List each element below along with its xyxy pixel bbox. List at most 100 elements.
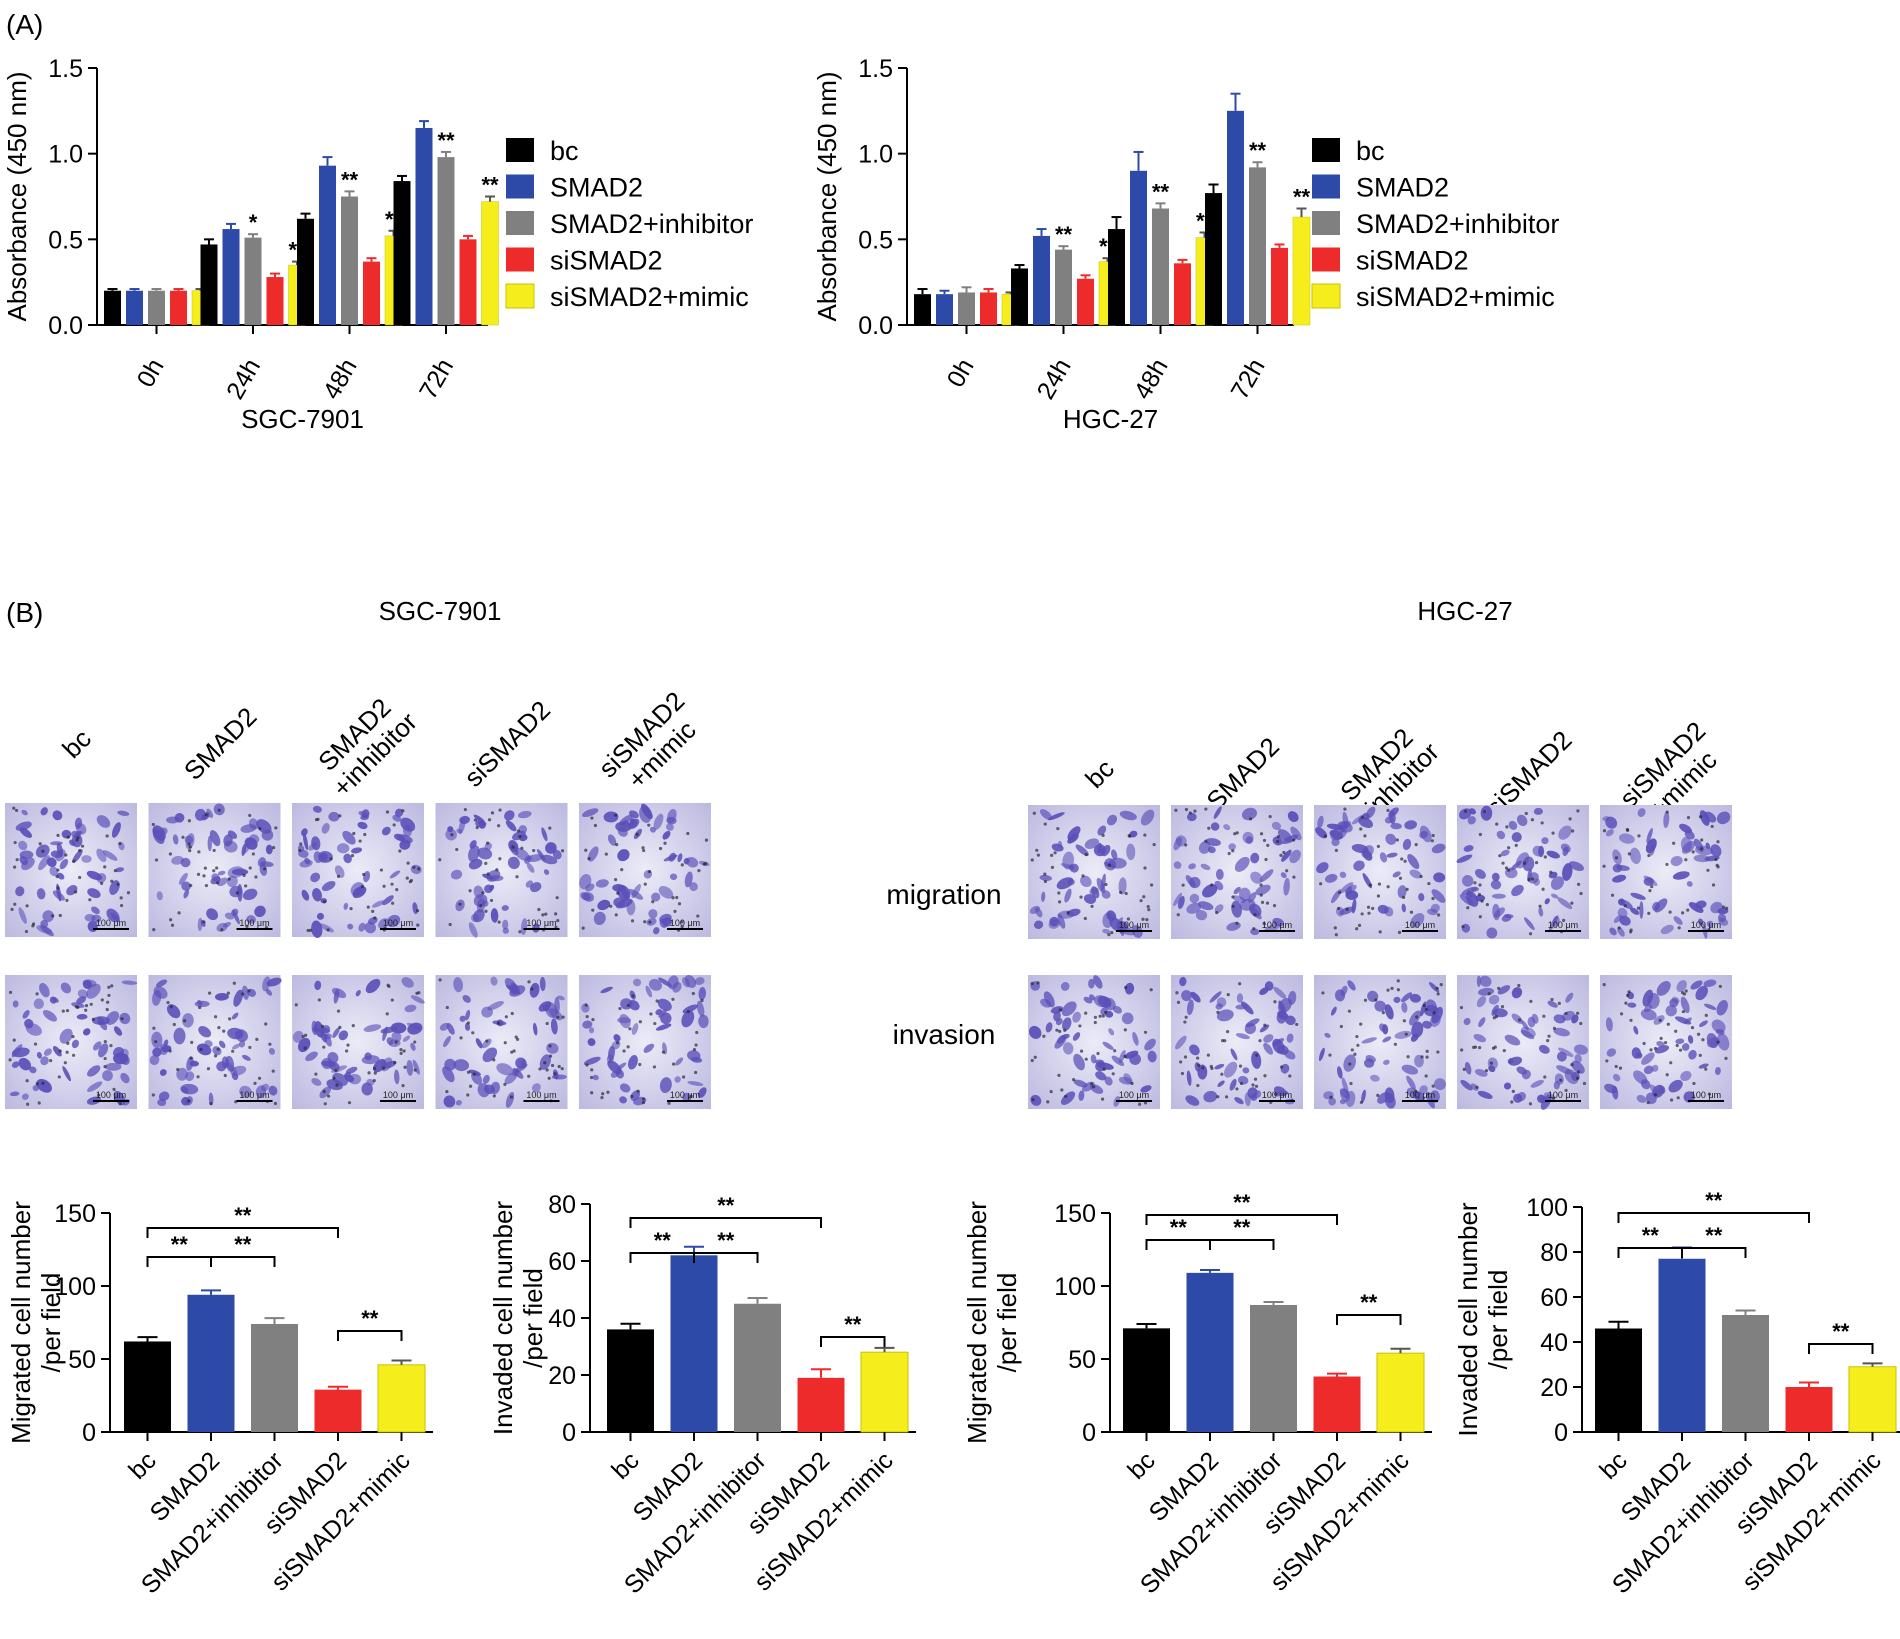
stained-cell [1083, 894, 1097, 904]
pore-dot [601, 1092, 605, 1096]
stained-cell [82, 979, 93, 990]
pore-dot [1378, 930, 1382, 934]
pore-dot [445, 1089, 449, 1094]
pore-dot [1386, 808, 1390, 812]
stained-cell [1492, 1008, 1508, 1018]
pore-dot [1524, 811, 1528, 816]
pore-dot [1478, 1046, 1482, 1050]
stained-cell [1108, 857, 1127, 869]
pore-dot [88, 898, 92, 902]
pore-dot [487, 818, 492, 822]
pore-dot [382, 1066, 386, 1070]
pore-dot [1425, 1055, 1429, 1059]
pore-dot [1188, 811, 1192, 815]
pore-dot [116, 882, 120, 886]
micrograph-invasion-sismad2: 100 μm [1457, 975, 1589, 1110]
pore-dot [1570, 901, 1574, 905]
pore-dot [71, 1034, 75, 1039]
pore-dot [399, 1051, 403, 1055]
stained-cell [1551, 893, 1559, 899]
stained-cell [11, 1044, 23, 1058]
pore-dot [1201, 1066, 1205, 1070]
pore-dot [545, 1068, 549, 1072]
stained-cell [312, 805, 322, 813]
stained-cell [42, 910, 54, 923]
pore-dot [202, 920, 206, 924]
pore-dot [166, 1000, 170, 1005]
stained-cell [391, 1031, 402, 1042]
pore-dot [1704, 1013, 1708, 1017]
stained-cell [1186, 1070, 1192, 1086]
legend-swatch-smad2 [1312, 174, 1340, 199]
pore-dot [581, 926, 585, 930]
pore-dot [1482, 809, 1487, 814]
bar-smad2-plus-inhibitor-48h [341, 196, 358, 325]
stained-cell [504, 1072, 518, 1085]
stained-cell [321, 880, 336, 892]
x-axis-title: SGC-7901 [241, 404, 364, 434]
stained-cell [1410, 913, 1425, 928]
pore-dot [1285, 869, 1289, 873]
x-tick-label-bc: bc [1122, 1446, 1160, 1484]
pore-dot [628, 1027, 632, 1031]
pore-dot [329, 857, 333, 861]
stained-cell [1488, 1065, 1496, 1073]
stained-cell [1209, 991, 1222, 1003]
pore-dot [1101, 1014, 1105, 1018]
stained-cell [1665, 1005, 1677, 1017]
micrograph-migration-smad2-plus-inhibitor: 100 μm [1314, 805, 1446, 939]
stained-cell [1574, 1054, 1582, 1064]
stained-cell [358, 811, 369, 817]
bar-sismad2-0h [980, 292, 997, 325]
pore-dot [1204, 807, 1208, 811]
pore-dot [1338, 891, 1342, 895]
pore-dot [244, 884, 248, 888]
stained-cell [105, 1062, 122, 1071]
pore-dot [1502, 1049, 1506, 1053]
pore-dot [33, 1042, 38, 1046]
column-header-sismad2: siSMAD2 [458, 695, 556, 793]
stained-cell [582, 808, 599, 818]
pore-dot [1507, 846, 1511, 850]
scale-bar-label: 100 μm [1405, 1090, 1435, 1100]
pore-dot [320, 1024, 325, 1029]
stained-cell [525, 880, 534, 888]
stained-cell [1330, 1006, 1337, 1016]
pore-dot [1538, 904, 1542, 908]
scale-bar-label: 100 μm [670, 918, 700, 928]
stained-cell [1609, 927, 1617, 936]
pore-dot [1571, 829, 1575, 833]
pore-dot [216, 1047, 220, 1051]
stained-cell [151, 1031, 163, 1049]
pore-dot [694, 1070, 698, 1075]
pore-dot [600, 1096, 604, 1100]
stained-cell [1428, 982, 1440, 993]
y-tick-label: 80 [1540, 1239, 1568, 1267]
pore-dot [1602, 983, 1606, 987]
stained-cell [217, 877, 228, 887]
pore-dot [1252, 927, 1256, 931]
pore-dot [1084, 1011, 1088, 1015]
stained-cell [1334, 989, 1346, 1002]
pore-dot [1414, 1089, 1418, 1093]
pore-dot [458, 902, 462, 906]
pore-dot [1030, 858, 1034, 862]
pore-dot [1259, 832, 1264, 836]
pore-dot [212, 848, 216, 853]
significance-bracket [1336, 1314, 1402, 1325]
pore-dot [89, 1002, 93, 1006]
pore-dot [635, 832, 639, 836]
legend-swatch-smad2-plus-inhibitor [506, 211, 534, 235]
pore-dot [1145, 917, 1149, 922]
stained-cell [529, 982, 540, 998]
stained-cell [464, 1022, 471, 1031]
pore-dot [1113, 1049, 1117, 1053]
stained-cell [231, 1072, 239, 1081]
pore-dot [1701, 1038, 1705, 1042]
pore-dot [1368, 883, 1373, 887]
stained-cell [1688, 1049, 1697, 1060]
pore-dot [1273, 1000, 1277, 1004]
pore-dot [1100, 1097, 1105, 1101]
stained-cell [181, 1086, 189, 1094]
stained-cell [1554, 1073, 1564, 1085]
